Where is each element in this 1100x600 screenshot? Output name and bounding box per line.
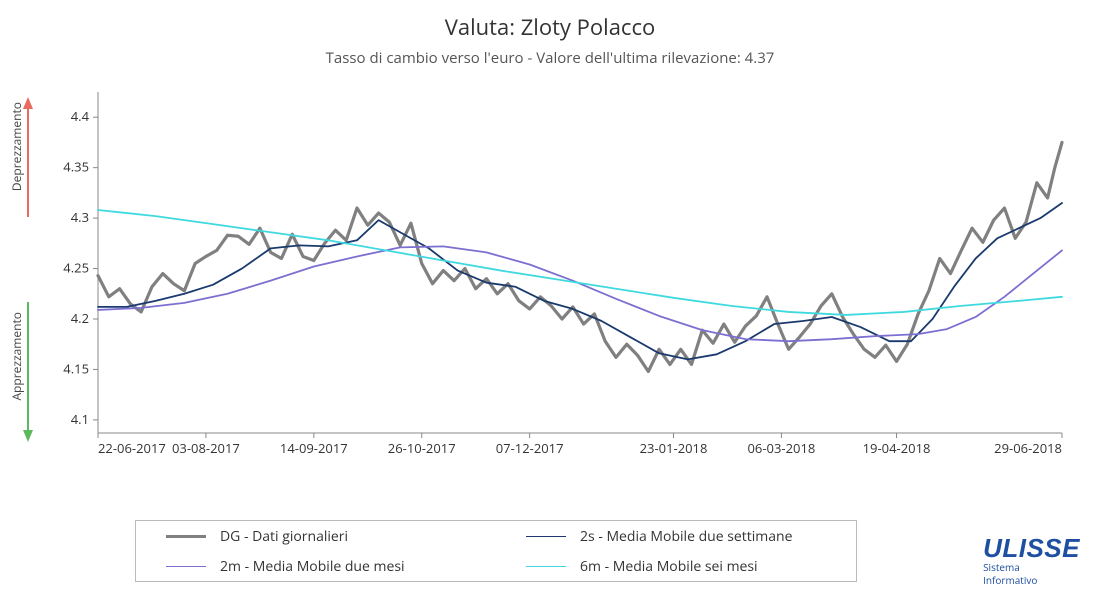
- legend-swatch-m2: [166, 566, 206, 567]
- y-tick-label: 4.1: [71, 410, 89, 428]
- x-tick-label: 26-10-2017: [388, 439, 456, 457]
- legend-item-m6: 6m - Media Mobile sei mesi: [496, 557, 856, 576]
- legend-swatch-dg: [166, 535, 206, 538]
- x-tick-label: 03-08-2017: [172, 439, 240, 457]
- exchange-rate-chart: 4.1 4.15 4.2 4.25 4.3 4.35 4.4 22-06-2017 03-08-…: [50, 84, 1070, 469]
- chart-title: Valuta: Zloty Polacco: [0, 12, 1100, 42]
- legend-item-s2: 2s - Media Mobile due settimane: [496, 527, 856, 546]
- arrow-down-icon: [23, 302, 33, 442]
- x-tick-label: 29-06-2018: [994, 439, 1062, 457]
- y-tick-label: 4.35: [63, 158, 89, 176]
- page-root: Valuta: Zloty Polacco Tasso di cambio ve…: [0, 12, 1100, 600]
- brand-sub-2: Informativo: [983, 575, 1080, 586]
- x-tick-label: 07-12-2017: [496, 439, 564, 457]
- legend-label-s2: 2s - Media Mobile due settimane: [580, 527, 792, 546]
- y-tick-label: 4.3: [71, 208, 89, 226]
- legend-label-dg: DG - Dati giornalieri: [220, 527, 348, 546]
- series-dg: [98, 142, 1062, 371]
- legend-swatch-m6: [526, 566, 566, 567]
- x-tick-label: 22-06-2017: [98, 439, 166, 457]
- y-tick-label: 4.2: [71, 309, 89, 327]
- series-s2: [98, 203, 1062, 359]
- chart-legend: DG - Dati giornalieri 2s - Media Mobile d…: [135, 520, 857, 582]
- y-tick-label: 4.25: [63, 259, 89, 277]
- y-tick-label: 4.4: [71, 107, 90, 125]
- legend-label-m6: 6m - Media Mobile sei mesi: [580, 557, 758, 576]
- legend-item-dg: DG - Dati giornalieri: [136, 527, 496, 546]
- chart-subtitle: Tasso di cambio verso l'euro - Valore de…: [0, 48, 1100, 68]
- branding-block: ULISSE Sistema Informativo: [983, 537, 1080, 586]
- legend-item-m2: 2m - Media Mobile due mesi: [136, 557, 496, 576]
- series-m2: [98, 246, 1062, 341]
- legend-label-m2: 2m - Media Mobile due mesi: [220, 557, 405, 576]
- brand-sub-1: Sistema: [983, 562, 1080, 573]
- x-tick-label: 14-09-2017: [280, 439, 348, 457]
- series-m6: [98, 210, 1062, 315]
- x-tick-label: 23-01-2018: [640, 439, 708, 457]
- legend-swatch-s2: [526, 536, 566, 537]
- arrow-up-icon: [23, 97, 33, 217]
- brand-logo-text: ULISSE: [983, 537, 1080, 560]
- x-tick-label: 19-04-2018: [863, 439, 931, 457]
- y-tick-label: 4.15: [63, 359, 89, 377]
- x-tick-label: 06-03-2018: [748, 439, 816, 457]
